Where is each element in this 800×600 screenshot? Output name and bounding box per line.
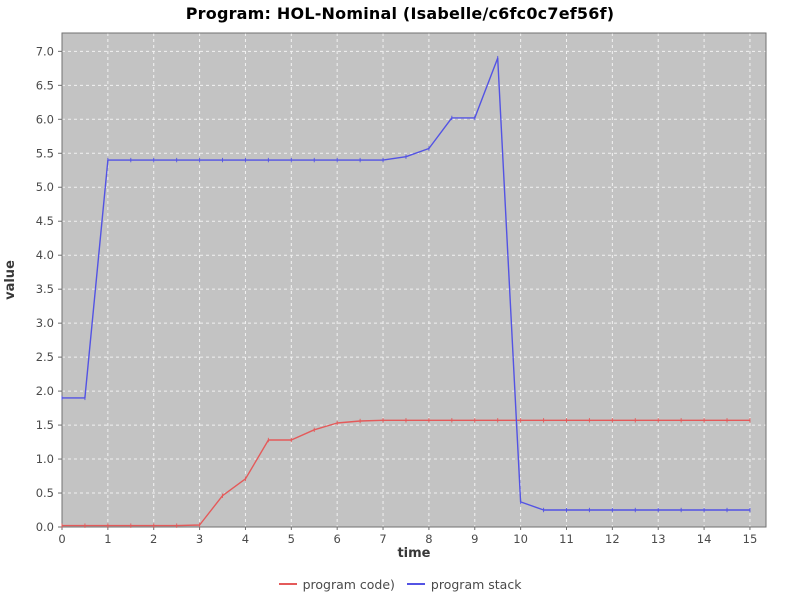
- chart-title: Program: HOL-Nominal (Isabelle/c6fc0c7ef…: [185, 4, 615, 23]
- y-tick-label: 2.0: [36, 384, 54, 398]
- legend-line-swatch-red: [278, 583, 297, 585]
- y-tick-label: 4.0: [36, 248, 54, 262]
- x-tick-label: 4: [242, 532, 249, 546]
- y-tick-label: 6.0: [36, 112, 54, 126]
- y-tick-label: 3.5: [36, 282, 54, 296]
- x-tick-label: 15: [743, 532, 758, 546]
- y-tick-label: 3.0: [36, 316, 54, 330]
- x-tick-label: 13: [651, 532, 666, 546]
- y-tick-label: 5.0: [36, 180, 54, 194]
- y-axis-label: value: [3, 260, 18, 300]
- axis-ticks: [58, 50, 751, 530]
- x-axis-label: time: [397, 546, 430, 561]
- x-tick-label: 8: [425, 532, 432, 546]
- gridlines: [62, 33, 766, 527]
- x-tick-label: 10: [513, 532, 528, 546]
- y-tick-label: 1.0: [36, 452, 54, 466]
- plot-border: [61, 32, 767, 528]
- chart-legend: program code) program stack: [0, 576, 800, 592]
- x-tick-label: 0: [58, 532, 65, 546]
- x-tick-label: 5: [288, 532, 295, 546]
- x-tick-label: 12: [605, 532, 620, 546]
- x-tick-label: 1: [104, 532, 111, 546]
- x-tick-label: 7: [379, 532, 386, 546]
- x-tick-label: 3: [196, 532, 203, 546]
- x-tick-label: 11: [559, 532, 574, 546]
- legend-label-program-code: program code): [302, 576, 395, 592]
- legend-line-swatch-blue: [406, 583, 425, 585]
- x-tick-label: 6: [334, 532, 341, 546]
- plot-background: [62, 33, 766, 527]
- x-tick-label: 2: [150, 532, 157, 546]
- y-tick-label: 6.5: [36, 78, 54, 92]
- series-program-stack: [61, 55, 751, 513]
- x-tick-label: 14: [697, 532, 712, 546]
- series-program-code: [61, 418, 751, 528]
- y-tick-label: 7.0: [36, 44, 54, 58]
- legend-label-program-stack: program stack: [430, 576, 522, 592]
- legend-item-program-code: program code): [278, 576, 395, 592]
- y-tick-label: 5.5: [36, 146, 54, 160]
- y-tick-label: 4.5: [36, 214, 54, 228]
- y-tick-label: 1.5: [36, 418, 54, 432]
- legend-item-program-stack: program stack: [406, 576, 522, 592]
- axis-tick-labels: 0 1 2 3 4 5 6 7 8 9 10 11 12 13 14 150.00.51.01.52.02.5…: [36, 44, 758, 546]
- y-tick-label: 0.5: [36, 486, 54, 500]
- y-tick-label: 0.0: [36, 520, 54, 534]
- y-tick-label: 2.5: [36, 350, 54, 364]
- x-tick-label: 9: [471, 532, 478, 546]
